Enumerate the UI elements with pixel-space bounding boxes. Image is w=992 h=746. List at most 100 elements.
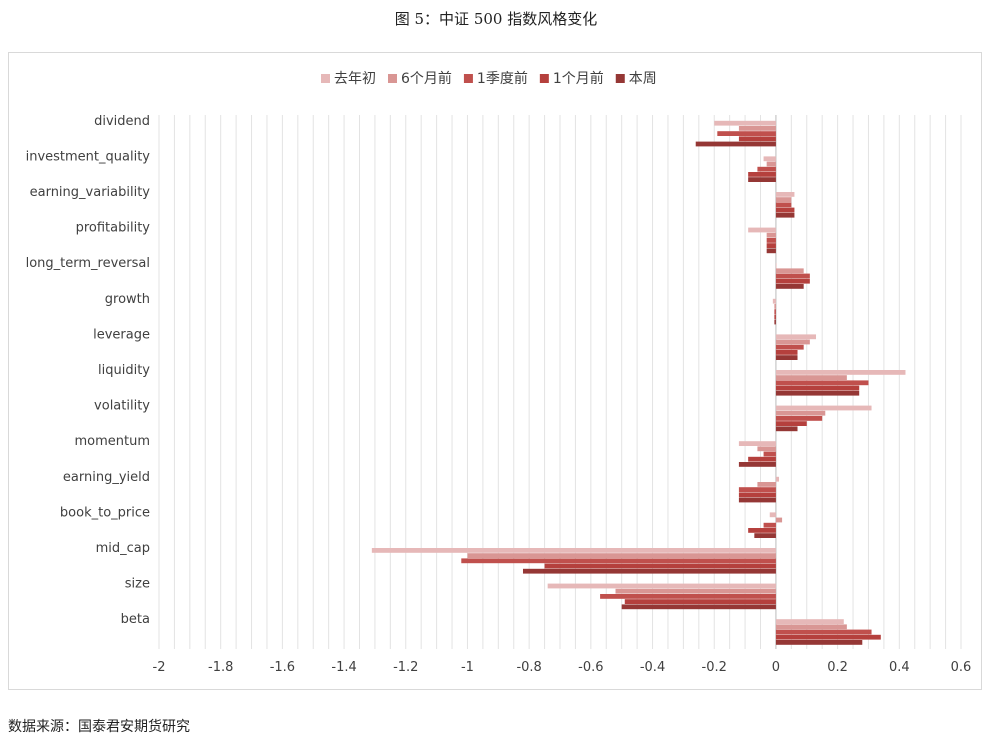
bar: [766, 248, 776, 254]
bar: [766, 243, 776, 248]
x-tick-label: -1.6: [270, 660, 295, 675]
legend-swatch: [388, 74, 397, 83]
category-label: profitability: [76, 221, 151, 236]
bar: [522, 568, 776, 574]
bar: [775, 207, 795, 213]
bar: [775, 380, 869, 386]
bar: [763, 156, 776, 162]
bar: [461, 558, 776, 564]
x-tick-label: -2: [153, 660, 166, 675]
bar: [600, 594, 776, 599]
category-label: long_term_reversal: [26, 256, 150, 271]
bar: [774, 309, 776, 314]
figure-title: 图 5：中证 500 指数风格变化: [394, 10, 598, 28]
bar: [775, 192, 795, 197]
bar: [775, 339, 810, 345]
bar: [775, 375, 847, 380]
bar: [757, 166, 776, 172]
legend-swatch: [615, 74, 625, 83]
category-label: earning_yield: [63, 470, 150, 485]
bar: [775, 405, 872, 411]
bar: [695, 141, 776, 147]
legend-swatch: [321, 74, 330, 83]
legend-label: 去年初: [334, 70, 376, 87]
bar: [544, 563, 776, 569]
bar: [775, 263, 777, 268]
bar: [775, 197, 792, 202]
category-label: liquidity: [98, 363, 150, 378]
bar: [615, 588, 776, 594]
x-tick-label: -1.2: [393, 660, 418, 675]
bar: [775, 416, 823, 421]
bar: [738, 462, 776, 467]
bar: [775, 421, 807, 426]
bar: [748, 172, 776, 177]
legend-label: 1个月前: [553, 70, 604, 87]
bar: [769, 512, 776, 518]
bar: [775, 284, 804, 289]
bar: [748, 227, 776, 233]
source-note: 数据来源：国泰君安期货研究: [8, 719, 190, 735]
bar: [766, 161, 776, 167]
bar: [775, 334, 817, 340]
bar: [775, 212, 795, 218]
category-label: earning_variability: [30, 185, 151, 200]
bar: [775, 390, 860, 396]
bar: [775, 385, 860, 391]
legend-label: 本周: [629, 71, 657, 87]
chart-frame: -2 -1.8 -1.6 -1.4 -1.2 -1 -0.8 -0.6 -0.4 -0.2 0 0.2…: [8, 52, 982, 690]
bar: [775, 355, 798, 360]
x-tick-label: 0.2: [827, 660, 848, 675]
bar: [775, 278, 810, 284]
x-tick-label: 0: [772, 660, 780, 675]
category-label: momentum: [74, 434, 150, 449]
x-tick-label: 0.4: [889, 660, 910, 675]
bar: [763, 451, 776, 457]
bar: [775, 476, 780, 482]
x-tick-label: 0.6: [951, 660, 972, 675]
x-tick-label: -1.4: [331, 660, 356, 675]
bar: [775, 273, 810, 279]
x-tick-label: -1.8: [208, 660, 233, 675]
bar: [766, 238, 776, 243]
bar: [775, 619, 844, 624]
category-label: investment_quality: [26, 149, 151, 164]
bar: [757, 446, 776, 452]
bar: [738, 136, 776, 142]
bar: [766, 232, 776, 238]
legend-swatch: [539, 74, 549, 83]
bar: [775, 410, 826, 416]
bar: [748, 177, 776, 182]
bar: [775, 268, 804, 274]
bar: [775, 624, 847, 630]
bar: [774, 319, 776, 325]
bar: [775, 426, 798, 432]
bar: [774, 314, 776, 320]
x-tick-label: -0.4: [640, 660, 665, 675]
bar: [775, 370, 906, 375]
category-label: leverage: [93, 327, 150, 342]
bar: [738, 441, 776, 446]
bar: [738, 492, 776, 498]
bar: [738, 487, 776, 492]
category-label: volatility: [94, 399, 150, 414]
bar: [757, 482, 776, 487]
bar: [775, 629, 872, 635]
bar: [763, 522, 776, 528]
bar: [775, 202, 792, 208]
bar: [467, 553, 776, 558]
category-label: growth: [105, 292, 150, 307]
bar: [748, 456, 776, 462]
x-tick-label: -0.8: [516, 660, 541, 675]
bar: [547, 583, 776, 589]
category-label: mid_cap: [96, 541, 150, 556]
bar: [371, 548, 776, 553]
x-tick-label: -0.6: [578, 660, 603, 675]
bar: [775, 634, 881, 640]
bar: [754, 533, 776, 538]
x-tick-label: -0.2: [702, 660, 727, 675]
bar: [775, 640, 863, 645]
legend-label: 6个月前: [401, 70, 452, 87]
bar: [717, 131, 776, 136]
x-tick-label: -1: [461, 660, 474, 675]
